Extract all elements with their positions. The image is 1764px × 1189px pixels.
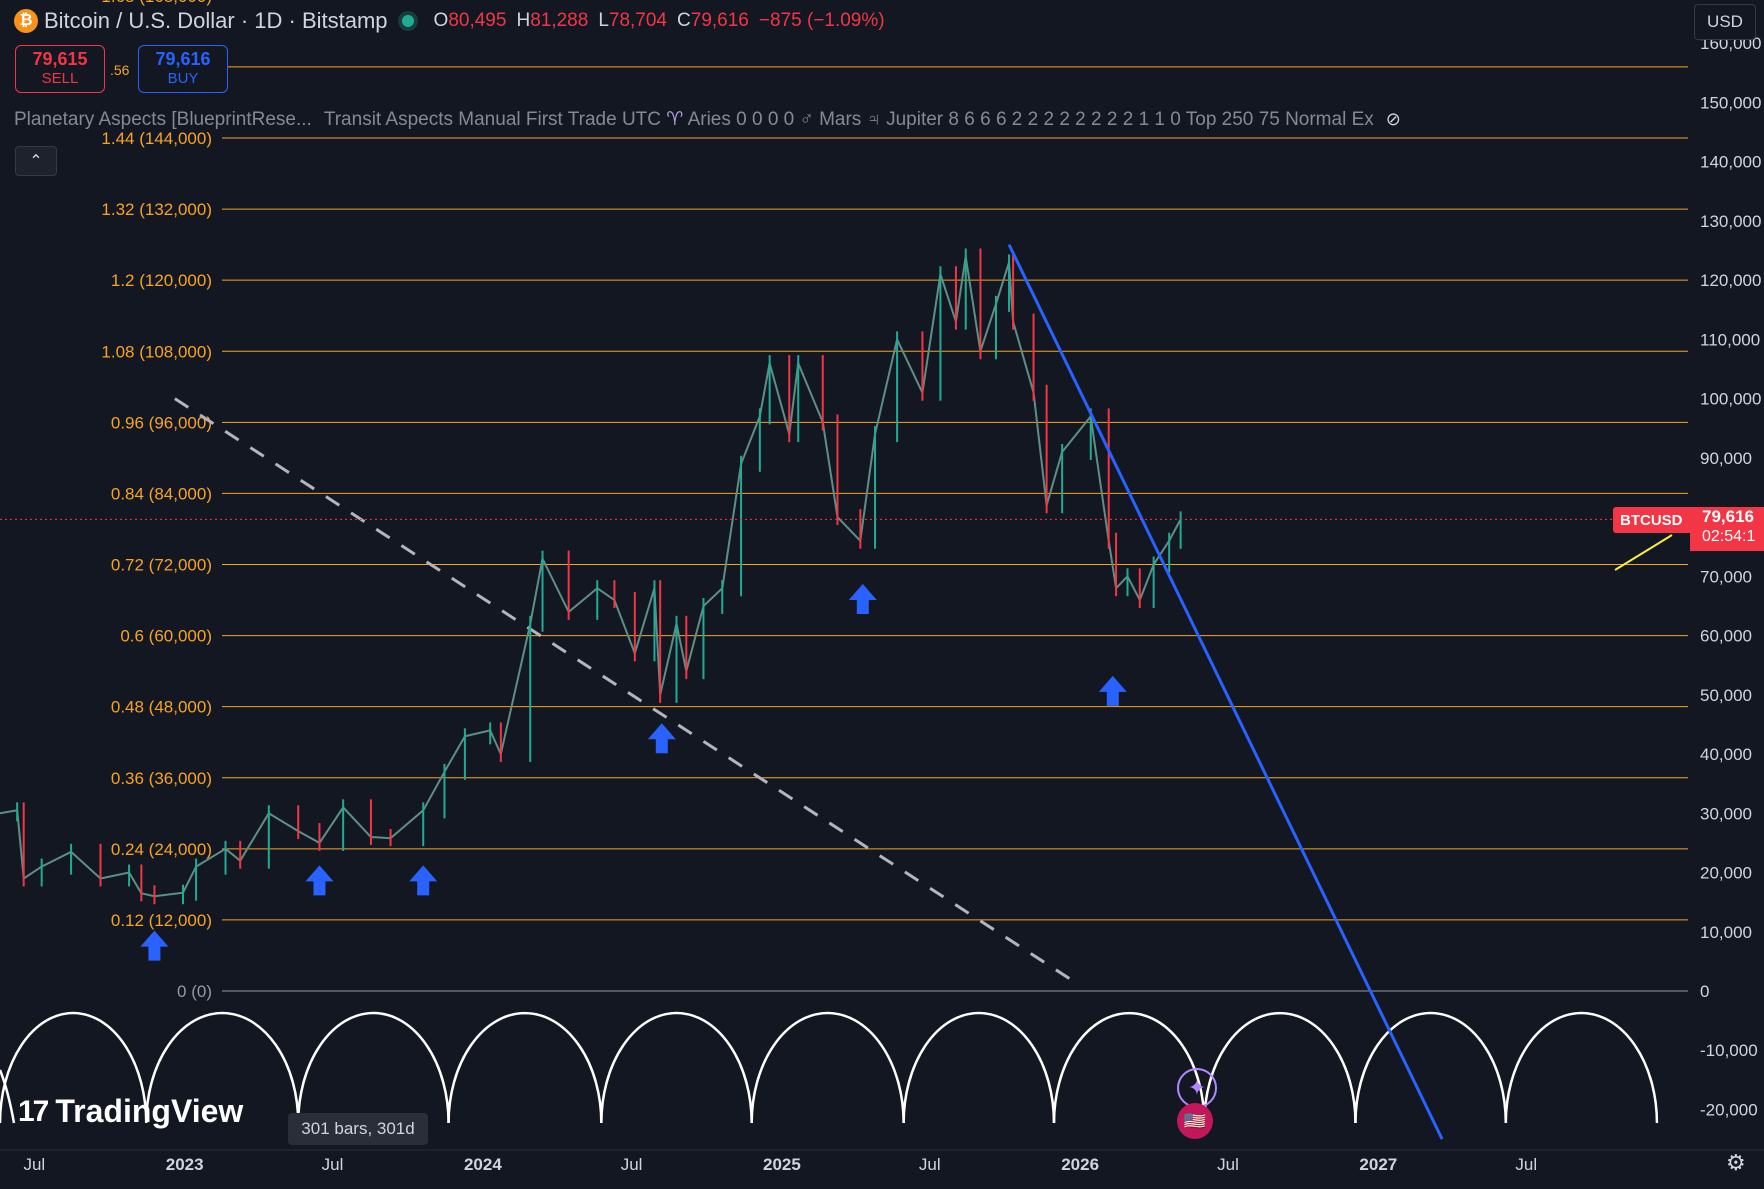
price-axis-tick: 90,000 <box>1700 449 1752 468</box>
cycle-arc[interactable] <box>145 1011 300 1124</box>
cycle-arc[interactable] <box>1203 1011 1357 1124</box>
buy-button[interactable]: 79,616 BUY <box>138 45 228 93</box>
time-axis-tick: 2023 <box>166 1155 204 1174</box>
indicator-settings: Transit Aspects Manual First Trade UTC ♈… <box>323 109 1374 130</box>
sparkle-icon[interactable]: ✦ <box>1177 1068 1217 1108</box>
time-axis-tick: Jul <box>1515 1155 1537 1174</box>
time-axis-tick: Jul <box>919 1155 941 1174</box>
time-axis-tick: 2024 <box>464 1155 502 1174</box>
price-axis-tick: 60,000 <box>1700 627 1752 646</box>
collapse-legend-button[interactable]: ⌃ <box>15 146 57 176</box>
fib-level-label: 0.12 (12,000) <box>111 911 212 930</box>
spread-value: .56 <box>110 62 130 78</box>
cycle-arc[interactable] <box>447 1011 603 1124</box>
time-axis-tick: Jul <box>322 1155 344 1174</box>
fib-level-label: 0.96 (96,000) <box>111 413 212 432</box>
market-open-icon <box>401 15 414 27</box>
up-arrow-icon[interactable] <box>1098 675 1127 706</box>
price-axis-tick: 100,000 <box>1700 390 1761 409</box>
up-arrow-icon[interactable] <box>409 865 438 896</box>
price-axis-tick: -10,000 <box>1700 1041 1758 1060</box>
sell-button[interactable]: 79,615 SELL <box>15 45 105 93</box>
currency-selector[interactable]: USD <box>1694 4 1756 40</box>
time-axis-tick: Jul <box>621 1155 643 1174</box>
yellow-marker-line <box>1614 534 1673 571</box>
cycle-arc[interactable] <box>296 1011 450 1124</box>
cycle-arc[interactable] <box>1504 1012 1659 1124</box>
cycle-arc[interactable] <box>1052 1012 1206 1124</box>
price-axis-tick: 150,000 <box>1700 93 1761 112</box>
cycle-arc[interactable] <box>902 1011 1056 1124</box>
fib-level-label: 0.36 (36,000) <box>111 769 212 788</box>
fib-level-label: 1.32 (132,000) <box>101 200 212 219</box>
hide-indicator-icon[interactable]: ⊘ <box>1385 109 1401 129</box>
ohlc-values: O80,495 H81,288 L78,704 C79,616 −875 (−1… <box>433 10 885 31</box>
cycle-arc[interactable] <box>750 1011 905 1124</box>
price-axis-tick: 10,000 <box>1700 923 1752 942</box>
fib-level-label: 1.08 (108,000) <box>101 342 212 361</box>
price-axis-tick: 40,000 <box>1700 745 1752 764</box>
gear-icon[interactable]: ⚙ <box>1726 1150 1746 1175</box>
us-flag-icon[interactable]: 🇺🇸 <box>1177 1103 1213 1139</box>
mars-icon: ♂ <box>799 109 814 130</box>
price-axis-tick: 0 <box>1700 982 1709 1001</box>
up-arrow-icon[interactable] <box>305 865 334 896</box>
cycle-arc[interactable] <box>600 1011 753 1124</box>
fib-level-label: 0.72 (72,000) <box>111 556 212 575</box>
tradingview-mark-icon: 17 <box>18 1094 49 1128</box>
price-change: −875 (−1.09%) <box>758 10 885 31</box>
up-arrow-icon[interactable] <box>647 723 676 754</box>
price-axis-tick: 130,000 <box>1700 212 1761 231</box>
time-axis-tick: 2027 <box>1359 1155 1397 1174</box>
symbol-price-tag: BTCUSD <box>1613 507 1690 533</box>
fib-level-label: 1.44 (144,000) <box>101 129 212 148</box>
last-price-label: 79,616 02:54:1 <box>1690 507 1764 551</box>
price-axis-tick: 20,000 <box>1700 864 1752 883</box>
tradingview-logo[interactable]: 17 TradingView <box>18 1093 244 1129</box>
bitcoin-logo-icon: ₿ <box>14 9 38 33</box>
price-axis-tick: 30,000 <box>1700 804 1752 823</box>
time-axis-tick: 2025 <box>763 1155 801 1174</box>
fib-level-label: 0.24 (24,000) <box>111 840 212 859</box>
fib-level-label: 0.6 (60,000) <box>120 627 212 646</box>
jupiter-icon: ♃ <box>866 109 881 130</box>
price-axis-tick: -20,000 <box>1700 1100 1758 1119</box>
indicator-name[interactable]: Planetary Aspects [BlueprintRese... <box>14 108 312 130</box>
price-axis-tick: 70,000 <box>1700 567 1752 586</box>
cycle-arc[interactable] <box>0 1069 16 1124</box>
fib-level-label: 1.2 (120,000) <box>111 271 212 290</box>
up-arrow-icon[interactable] <box>848 584 877 615</box>
symbol-title[interactable]: Bitcoin / U.S. Dollar · 1D · Bitstamp <box>44 8 388 33</box>
fib-level-label: 1.68 (168,000) <box>101 0 212 6</box>
blue-trendline[interactable] <box>1007 243 1444 1140</box>
up-arrow-icon[interactable] <box>140 930 169 961</box>
cycle-arc[interactable] <box>0 1011 148 1124</box>
aries-icon: ♈ <box>666 109 684 130</box>
price-axis-tick: 50,000 <box>1700 686 1752 705</box>
fib-level-label: 0 (0) <box>177 982 212 1001</box>
price-axis-tick: 110,000 <box>1700 330 1760 349</box>
fib-level-label: 0.48 (48,000) <box>111 698 212 717</box>
time-axis-tick: 2026 <box>1061 1155 1099 1174</box>
price-axis-tick: 120,000 <box>1700 271 1761 290</box>
symbol-header: ₿ Bitcoin / U.S. Dollar · 1D · Bitstamp … <box>14 8 885 34</box>
fib-level-label: 0.84 (84,000) <box>111 484 212 503</box>
bar-countdown: 02:54:1 <box>1702 528 1756 545</box>
time-axis-tick: Jul <box>23 1155 45 1174</box>
time-axis-tick: Jul <box>1217 1155 1239 1174</box>
bars-range-badge: 301 bars, 301d <box>288 1113 428 1145</box>
indicator-legend[interactable]: Planetary Aspects [BlueprintRese... Tran… <box>14 108 1401 131</box>
price-axis-tick: 140,000 <box>1700 153 1761 172</box>
cycle-arc[interactable] <box>1354 1012 1508 1124</box>
dashed-trendline[interactable] <box>174 397 1072 981</box>
